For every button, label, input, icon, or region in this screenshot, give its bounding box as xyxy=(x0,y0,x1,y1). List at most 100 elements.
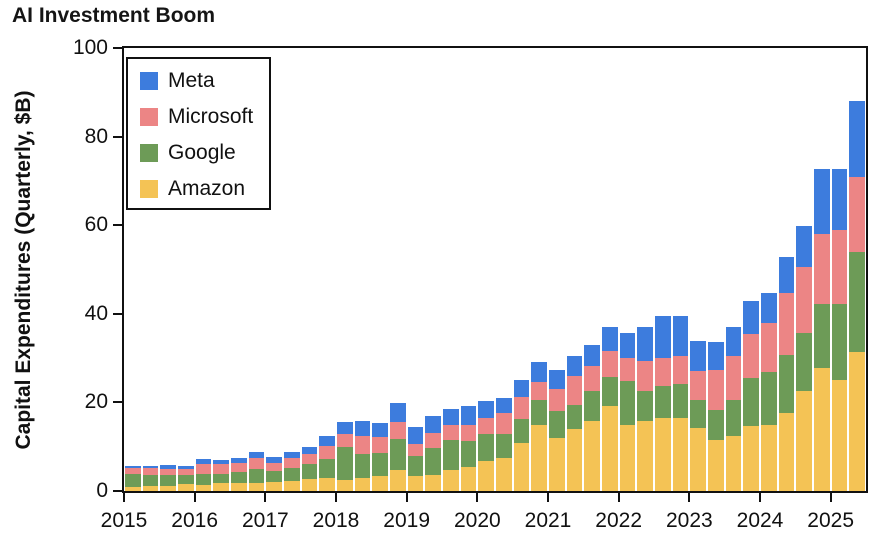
x-tick-label: 2018 xyxy=(312,509,360,532)
bar-2020Q4 xyxy=(531,362,547,491)
google-segment xyxy=(584,391,600,422)
y-tick-label: 60 xyxy=(84,213,108,237)
microsoft-segment xyxy=(549,388,565,412)
bar-2018Q2 xyxy=(354,421,371,491)
meta-segment xyxy=(460,405,477,425)
legend-item-amazon: Amazon xyxy=(140,175,253,202)
microsoft-segment xyxy=(496,413,512,435)
bar-2019Q4 xyxy=(460,405,477,491)
bar-2023Q4 xyxy=(743,300,759,491)
chart-title: AI Investment Boom xyxy=(12,4,216,27)
microsoft-segment xyxy=(478,417,494,435)
bar-2018Q3 xyxy=(372,422,388,491)
meta-segment xyxy=(195,459,212,464)
google-segment xyxy=(708,409,724,441)
amazon-segment xyxy=(160,485,176,491)
microsoft-segment xyxy=(743,334,759,378)
google-segment xyxy=(354,454,371,479)
microsoft-segment xyxy=(213,463,229,475)
google-segment xyxy=(248,469,265,483)
google-segment xyxy=(142,475,159,487)
google-segment xyxy=(602,377,618,406)
meta-segment xyxy=(725,327,742,357)
bar-2022Q3 xyxy=(655,316,671,491)
bar-2021Q4 xyxy=(602,327,618,491)
meta-segment xyxy=(231,457,247,463)
meta-segment xyxy=(619,333,636,358)
microsoft-segment xyxy=(814,234,830,305)
amazon-segment xyxy=(778,412,795,491)
microsoft-segment xyxy=(584,365,600,392)
amazon-segment xyxy=(248,482,265,491)
y-tick-label: 80 xyxy=(84,124,108,148)
x-tick-label: 2023 xyxy=(665,509,713,532)
legend-item-microsoft: Microsoft xyxy=(140,103,253,130)
meta-segment xyxy=(513,379,530,398)
bar-2020Q2 xyxy=(496,398,512,491)
meta-segment xyxy=(831,169,848,230)
meta-segment xyxy=(443,409,459,426)
x-tick-mark xyxy=(193,493,196,502)
google-segment xyxy=(849,252,865,352)
meta-segment xyxy=(602,327,618,352)
bar-2022Q4 xyxy=(672,316,689,491)
google-segment xyxy=(301,463,318,480)
bar-2017Q4 xyxy=(319,436,335,491)
bar-2021Q2 xyxy=(566,356,583,491)
google-segment xyxy=(619,381,636,425)
bar-2024Q2 xyxy=(778,256,795,491)
bar-2017Q3 xyxy=(301,446,318,491)
google-segment xyxy=(655,386,671,419)
bar-2020Q3 xyxy=(513,379,530,491)
microsoft-segment xyxy=(178,468,194,475)
amazon-segment xyxy=(602,405,618,491)
meta-segment xyxy=(407,427,424,445)
y-tick-mark xyxy=(113,135,122,138)
bar-2020Q1 xyxy=(478,401,494,491)
google-segment xyxy=(496,434,512,458)
bar-2021Q1 xyxy=(549,369,565,491)
bar-2025Q1 xyxy=(831,169,848,491)
x-tick-label: 2015 xyxy=(100,509,148,532)
amazon-segment xyxy=(672,417,689,491)
amazon-segment xyxy=(584,421,600,491)
x-tick-label: 2019 xyxy=(383,509,431,532)
amazon-segment xyxy=(619,424,636,491)
amazon-segment xyxy=(354,478,371,491)
meta-segment xyxy=(178,465,194,469)
amazon-segment xyxy=(142,486,159,491)
microsoft-segment xyxy=(566,376,583,405)
google-segment xyxy=(814,304,830,368)
x-tick-mark xyxy=(829,493,832,502)
microsoft-segment xyxy=(778,293,795,355)
meta-segment xyxy=(266,457,282,464)
bar-2019Q2 xyxy=(425,416,441,491)
amazon-segment xyxy=(831,380,848,491)
bar-2015Q3 xyxy=(160,465,176,491)
google-segment xyxy=(831,303,848,381)
google-swatch-icon xyxy=(140,143,158,162)
x-tick-mark xyxy=(688,493,691,502)
amazon-segment xyxy=(796,390,812,491)
bar-2016Q2 xyxy=(213,459,229,491)
microsoft-segment xyxy=(125,468,141,475)
meta-segment xyxy=(743,300,759,335)
microsoft-segment xyxy=(708,370,724,410)
x-tick-mark xyxy=(335,493,337,502)
meta-segment xyxy=(496,398,512,414)
google-segment xyxy=(637,391,653,422)
meta-segment xyxy=(337,421,353,435)
legend-item-google: Google xyxy=(140,139,253,166)
amazon-segment xyxy=(655,418,671,491)
microsoft-segment xyxy=(248,457,265,470)
meta-segment xyxy=(425,416,441,434)
bar-2015Q4 xyxy=(178,465,194,491)
meta-segment xyxy=(478,401,494,418)
meta-segment xyxy=(160,465,176,469)
bar-2018Q4 xyxy=(390,403,406,491)
google-segment xyxy=(372,452,388,477)
google-segment xyxy=(513,418,530,443)
bars-layer xyxy=(124,48,866,491)
google-segment xyxy=(195,474,212,485)
